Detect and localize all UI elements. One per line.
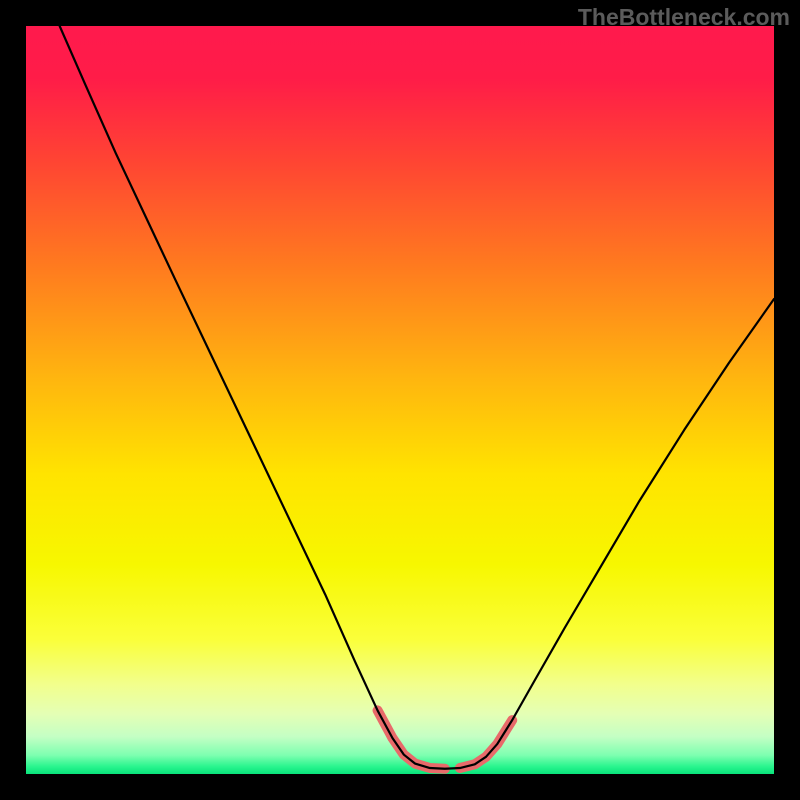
gradient-background (26, 26, 774, 774)
chart-svg (26, 26, 774, 774)
watermark-text: TheBottleneck.com (578, 4, 790, 31)
plot-area (26, 26, 774, 774)
chart-frame: TheBottleneck.com (0, 0, 800, 800)
